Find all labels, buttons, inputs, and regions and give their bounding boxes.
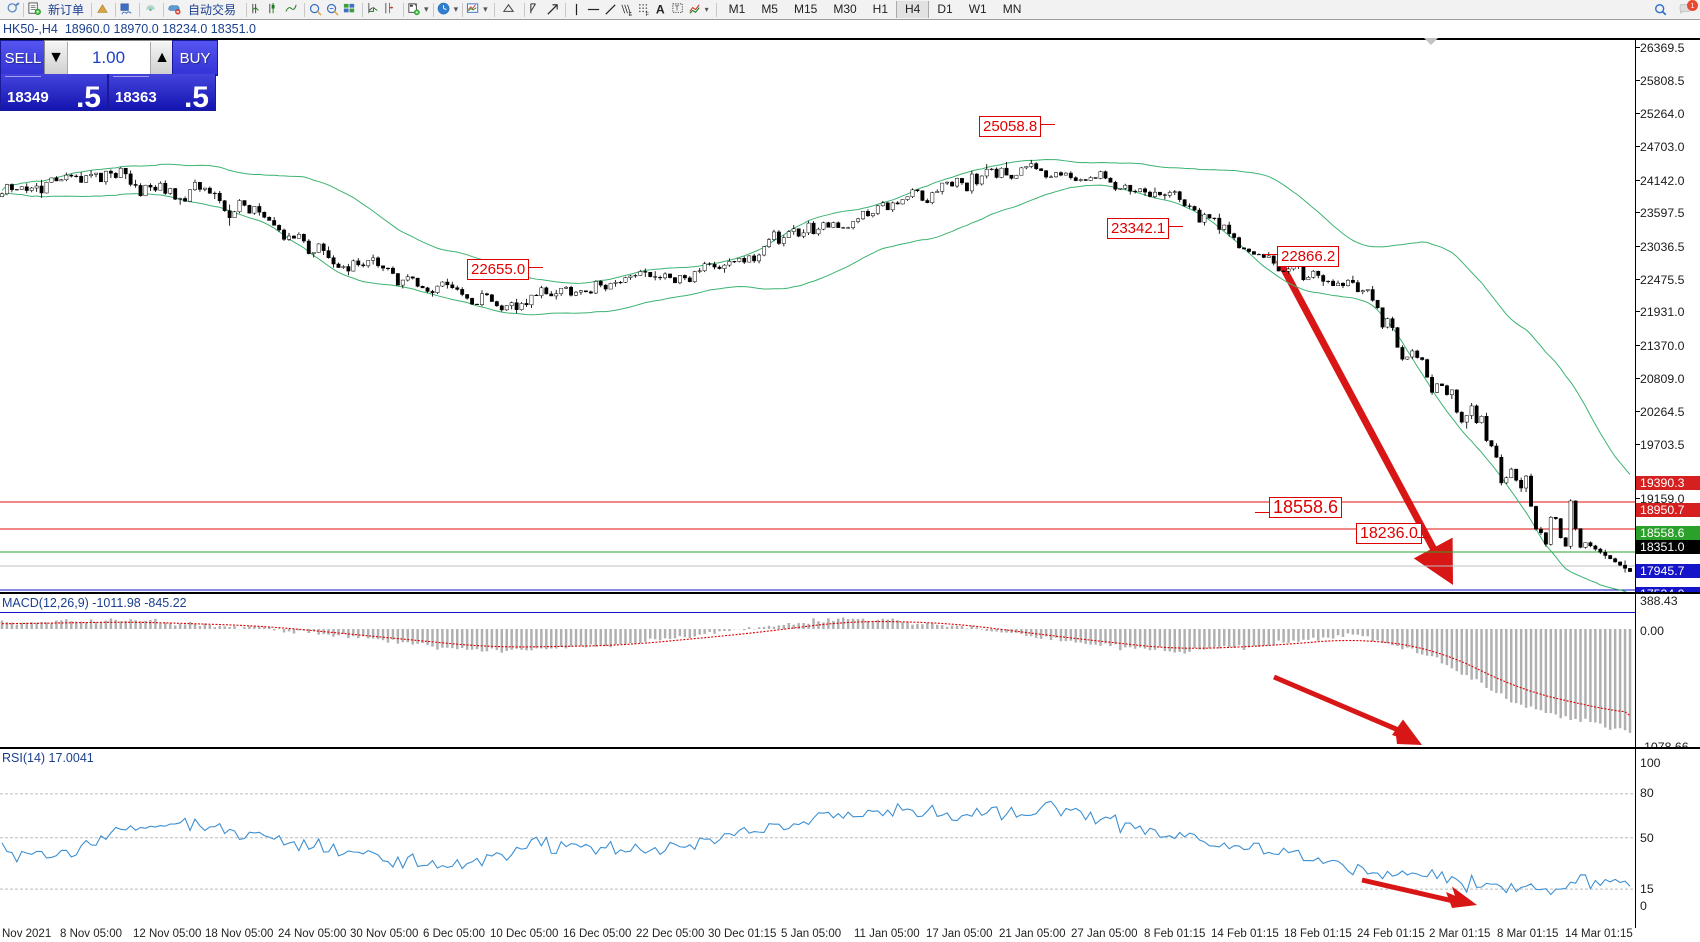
svg-text:A: A [656, 2, 665, 16]
svg-text:T: T [674, 3, 679, 12]
svg-text:F: F [645, 12, 649, 17]
svg-text:1: 1 [1691, 3, 1695, 10]
svg-text:E: E [628, 12, 632, 17]
